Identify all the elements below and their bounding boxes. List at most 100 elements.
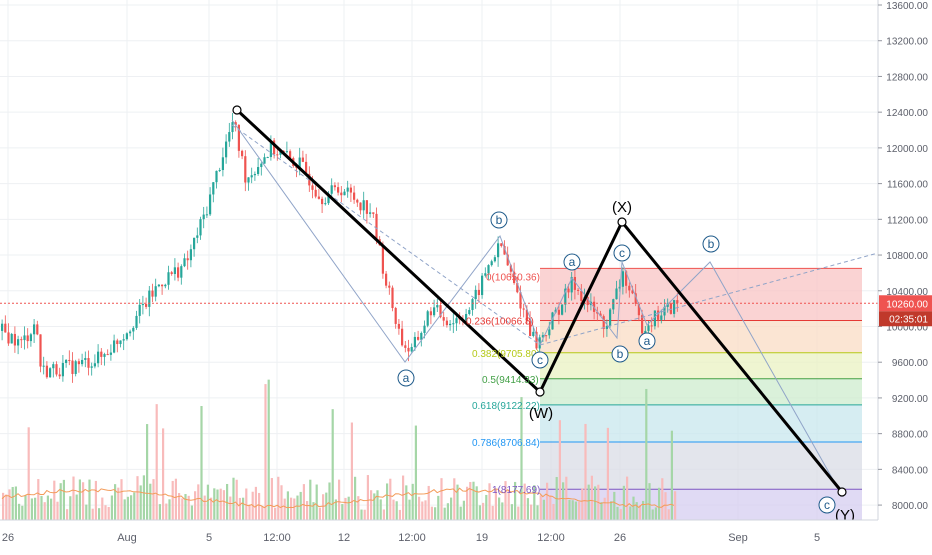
candle-body <box>1 323 4 331</box>
candle-body <box>634 293 637 304</box>
candle-body <box>429 311 432 316</box>
candle-body <box>324 203 327 205</box>
time-axis[interactable]: 26 Aug 5 12:00 12 12:00 19 12:00 26 Sep 5 <box>0 519 878 550</box>
volume-bar <box>331 409 334 520</box>
time-tick-label: 12:00 <box>263 532 291 544</box>
volume-bar <box>645 388 648 520</box>
volume-bar <box>24 495 27 520</box>
volume-bar <box>2 492 5 520</box>
volume-bar <box>258 492 261 520</box>
candle-body <box>26 335 29 342</box>
wave-label-circle <box>531 351 549 369</box>
candle-body <box>157 284 160 287</box>
price-tick-label: 8000.00 <box>892 501 929 512</box>
volume-bar <box>235 479 238 520</box>
volume-bar <box>232 477 235 520</box>
candle-body <box>186 258 189 261</box>
volume-bar <box>168 499 171 520</box>
volume-bar <box>136 476 139 520</box>
volume-bar <box>149 483 152 520</box>
volume-bar <box>469 482 472 520</box>
time-tick-label: 5 <box>814 532 820 544</box>
volume-bar <box>536 505 539 520</box>
volume-bar <box>584 423 587 520</box>
candle-body <box>180 266 183 278</box>
volume-bar <box>619 509 622 520</box>
volume-bar <box>635 502 638 520</box>
wave-label-circle <box>638 332 656 350</box>
time-tick-label: 5 <box>206 532 212 544</box>
candle-body <box>573 276 576 290</box>
volume-bar <box>82 482 85 520</box>
volume-bar <box>414 425 417 520</box>
candle-body <box>500 243 503 247</box>
volume-bar <box>443 507 446 520</box>
fib-label: 0.786(8706.84) <box>472 438 540 449</box>
volume-bar <box>152 479 155 520</box>
price-tick-label: 12400.00 <box>886 108 928 119</box>
candle-body <box>487 265 490 274</box>
candle-body <box>353 192 356 200</box>
volume-bar <box>366 475 369 520</box>
volume-bar <box>69 496 72 520</box>
volume-bar <box>606 427 609 520</box>
volume-bar <box>382 509 385 520</box>
candle-body <box>439 305 442 318</box>
candle-body <box>321 198 324 205</box>
volume-bar <box>363 509 366 520</box>
candle-body <box>215 170 218 183</box>
volume-bar <box>222 490 225 520</box>
price-axis[interactable]: 13600.00 13200.00 12800.00 12400.00 12000.00… <box>877 0 932 550</box>
volume-bar <box>622 485 625 520</box>
volume-bar <box>658 487 661 520</box>
volume-bar <box>341 504 344 520</box>
wave-label-minor: a <box>403 371 410 385</box>
volume-bar <box>101 497 104 520</box>
candle-body <box>196 235 199 238</box>
fibonacci-zones <box>540 267 862 520</box>
candle-body <box>513 271 516 284</box>
countdown-label: 02:35:01 <box>889 314 928 325</box>
volume-bar <box>590 475 593 520</box>
candle-body <box>199 219 202 236</box>
volume-bar <box>126 496 129 520</box>
wave-node <box>617 217 627 227</box>
candle-body <box>97 351 100 364</box>
volume-bar <box>190 505 193 520</box>
volume-bar <box>296 495 299 520</box>
candle-body <box>279 150 282 155</box>
candle-body <box>637 303 640 316</box>
volume-bar <box>510 504 513 520</box>
price-axis-bg <box>878 0 932 550</box>
volume-bar <box>283 498 286 520</box>
current-price-badge <box>879 295 932 312</box>
volume-bar <box>142 475 145 520</box>
volume-bar <box>78 479 81 520</box>
volume-bar <box>46 495 49 520</box>
candle-body <box>266 157 269 159</box>
volume-bar <box>21 505 24 520</box>
wxy-wave-lines <box>232 105 847 497</box>
time-tick-label: 19 <box>476 532 488 544</box>
candle-body <box>346 187 349 192</box>
candle-body <box>221 157 224 171</box>
volume-bar <box>411 483 414 520</box>
volume-bar <box>475 486 478 520</box>
candle-body <box>36 324 39 335</box>
volume-bar <box>539 495 542 520</box>
volume-bar <box>206 484 209 520</box>
candle-body <box>484 273 487 276</box>
volume-bar <box>187 495 190 520</box>
volume-bar <box>165 503 168 520</box>
candle-body <box>423 325 426 333</box>
wave-label-major: (W) <box>529 405 553 422</box>
volume-bar <box>347 496 350 520</box>
price-tick-label: 9600.00 <box>892 358 929 369</box>
candle-body <box>253 174 256 176</box>
fib-zone <box>540 320 862 353</box>
candle-body <box>10 333 13 344</box>
candle-body <box>314 189 317 197</box>
